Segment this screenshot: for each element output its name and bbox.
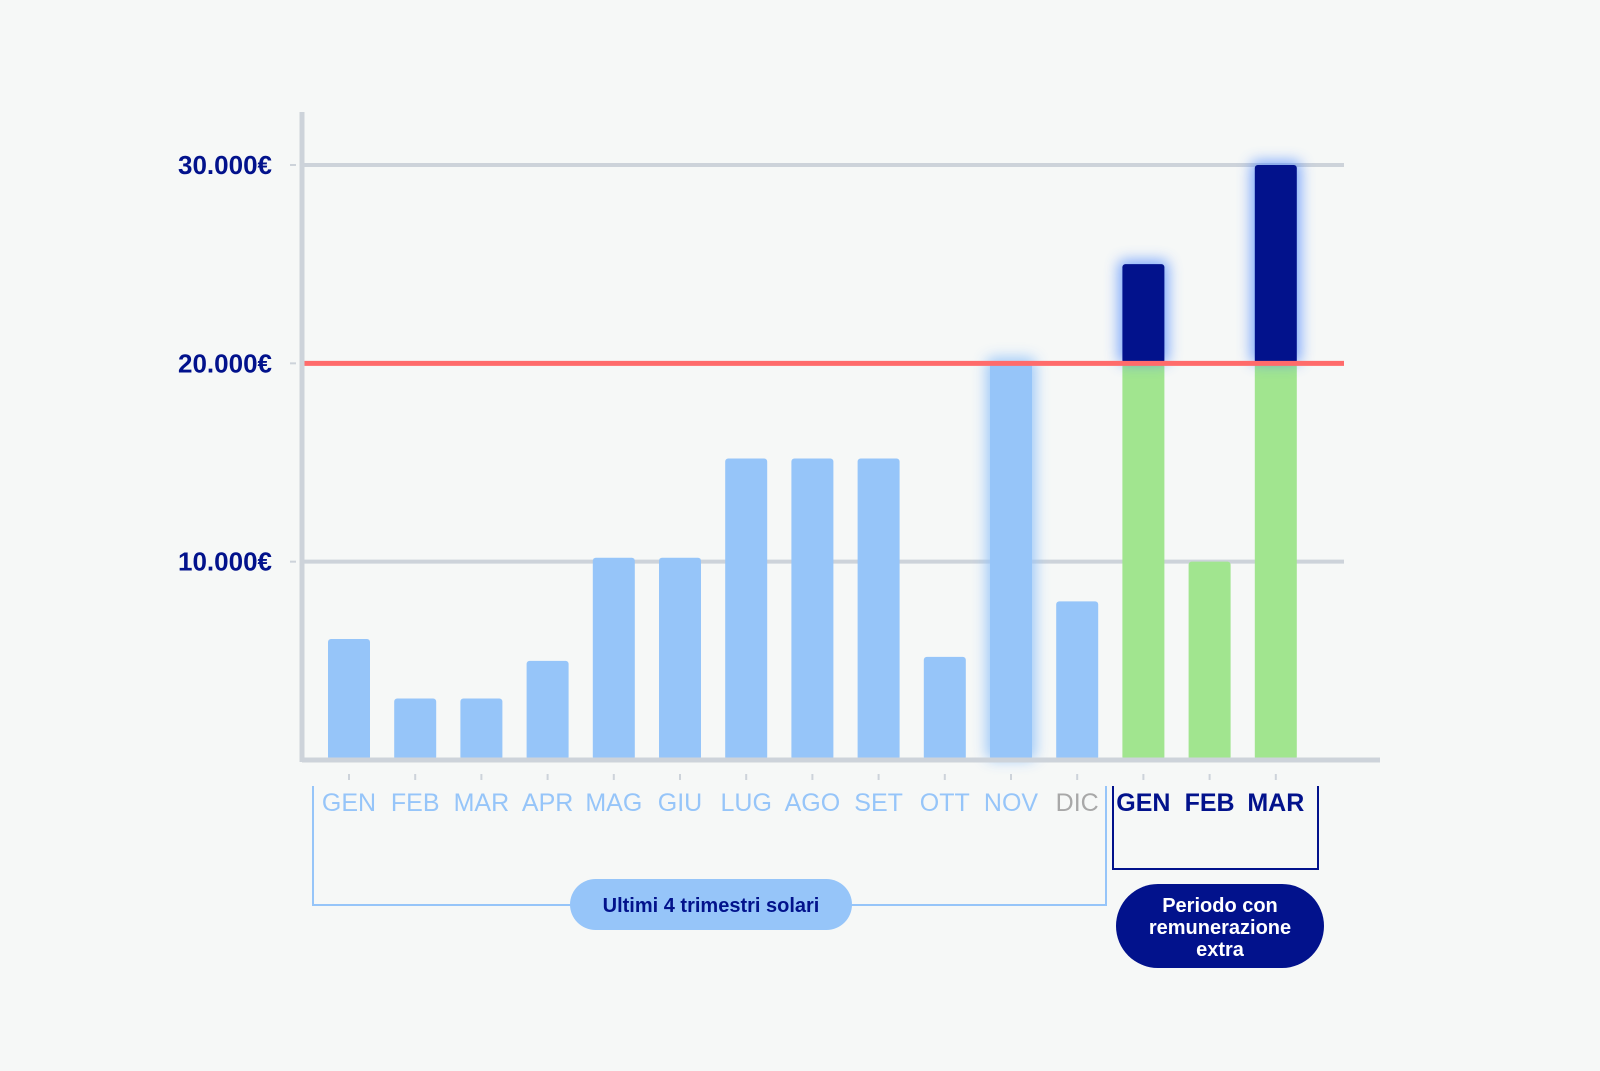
month-label: SET [854, 789, 903, 817]
bar [791, 458, 834, 760]
bar [659, 557, 701, 760]
month-label: GEN [1116, 789, 1170, 817]
month-label: DIC [1056, 789, 1099, 817]
bar [990, 363, 1032, 760]
bar-excess [1254, 165, 1297, 364]
month-label: MAG [585, 789, 642, 817]
month-label: OTT [920, 789, 970, 817]
month-label: MAR [454, 789, 510, 817]
pill-extra-period-line: extra [1196, 939, 1245, 961]
month-label: FEB [1185, 789, 1235, 817]
pill-extra-period-line: remunerazione [1149, 917, 1291, 939]
month-label: APR [522, 789, 573, 817]
pill-extra-period-line: Periodo con [1162, 895, 1278, 917]
pill-extra-period-label: Periodo con remunerazione extra [1149, 895, 1291, 961]
month-label: NOV [984, 789, 1039, 817]
month-label: LUG [720, 789, 771, 817]
month-label: MAR [1247, 789, 1304, 817]
bar [394, 698, 437, 760]
bracket-extra-period [1112, 786, 1319, 870]
bar [460, 698, 503, 760]
pill-extra-period [1116, 884, 1324, 968]
bar [592, 557, 635, 760]
bar [526, 660, 569, 760]
y-tick-label: 20.000€ [178, 348, 272, 378]
pill-past-period-label: Ultimi 4 trimestri solari [603, 895, 820, 917]
bar [923, 656, 966, 760]
bar [725, 458, 768, 760]
bar-excess [1122, 264, 1165, 364]
y-tick-label: 10.000€ [178, 547, 272, 577]
month-label: GIU [658, 789, 702, 817]
bar [1122, 363, 1165, 760]
y-tick-label: 30.000€ [178, 150, 272, 180]
month-label: GEN [322, 789, 376, 817]
month-label: AGO [785, 789, 841, 817]
bar [1056, 601, 1099, 760]
bar [1188, 561, 1231, 760]
bar [1254, 363, 1297, 760]
pill-past-period [570, 879, 852, 930]
bar [857, 458, 900, 760]
bar [328, 639, 370, 760]
month-label: FEB [391, 789, 440, 817]
